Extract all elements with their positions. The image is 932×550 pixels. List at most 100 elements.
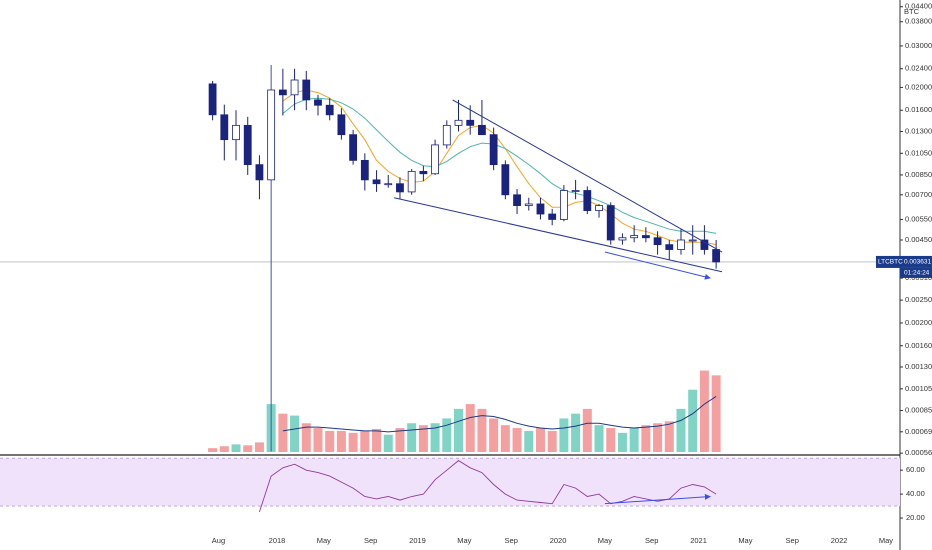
candle-body [677, 239, 685, 250]
candle-body [290, 79, 299, 96]
candle-body [407, 170, 416, 193]
candle-body [372, 179, 381, 185]
y-tick-label: 0.000560 [905, 448, 932, 457]
candle-body [571, 190, 580, 192]
volume-bar [699, 370, 709, 452]
volume-bar [547, 430, 557, 452]
candle-body [419, 170, 428, 175]
x-tick-label: May [457, 536, 471, 545]
volume-bar [524, 430, 534, 452]
candle-body [302, 79, 311, 101]
candle-body [208, 83, 217, 116]
x-tick-label: 2020 [550, 536, 567, 545]
candle-body [243, 124, 252, 166]
volume-bar [231, 444, 241, 452]
axis-unit: BTC [904, 7, 920, 16]
x-tick-label: 2019 [409, 536, 426, 545]
candle-body [349, 134, 358, 161]
x-tick-label: Sep [786, 536, 799, 545]
candle-body [337, 114, 346, 136]
candle-body [384, 183, 393, 186]
volume-bar [395, 428, 405, 452]
volume-bar [208, 448, 218, 452]
rsi-band [0, 458, 900, 507]
volume-bar [617, 432, 627, 452]
x-tick-label: May [317, 536, 331, 545]
volume-bar [711, 375, 721, 452]
volume-bar [629, 428, 639, 452]
volume-bar [664, 421, 674, 452]
candle-body [712, 249, 721, 263]
volume-bar [477, 408, 487, 452]
volume-bar [336, 430, 346, 452]
volume-bar [535, 428, 545, 452]
candle-body [536, 203, 545, 215]
volume-bar [442, 418, 452, 452]
candle-body [442, 124, 451, 146]
x-tick-label: Sep [505, 536, 518, 545]
x-tick-label: 2021 [690, 536, 707, 545]
candle-body [606, 205, 615, 241]
last-price-label: 0.003631 [904, 259, 931, 266]
candle-body [653, 237, 662, 246]
moving-average [282, 97, 717, 234]
candle-body [255, 164, 264, 181]
trendline [393, 197, 723, 273]
volume-bar [243, 445, 253, 452]
volume-bar [594, 425, 604, 452]
candle-body [524, 203, 533, 206]
candle-body [595, 205, 603, 211]
volume-bar [313, 428, 323, 452]
x-tick-label: May [879, 536, 893, 545]
candle-body [501, 164, 510, 196]
trend-arrow [604, 493, 711, 505]
candle-body [396, 183, 404, 193]
x-tick-label: Sep [645, 536, 658, 545]
candle-body [513, 194, 521, 206]
candle-body [360, 159, 369, 181]
candle-body [314, 99, 322, 106]
candle-body [325, 104, 334, 116]
volume-bar [372, 429, 382, 452]
volume-bar [606, 428, 616, 452]
candle-body [548, 213, 557, 220]
candle-body [278, 89, 287, 96]
volume-bar [500, 425, 510, 452]
candle-body [618, 237, 627, 241]
candle-body [641, 235, 650, 239]
candle-body [583, 190, 592, 211]
candle-body [466, 119, 475, 126]
volume-bar [254, 442, 264, 452]
volume-bar [653, 423, 663, 452]
candle-body [232, 124, 240, 141]
x-tick-label: 2022 [831, 536, 848, 545]
symbol-label: LTCBTC [878, 259, 903, 266]
candle-body [630, 235, 639, 239]
volume-bar [489, 418, 499, 452]
volume-bar [418, 425, 428, 452]
candle-body [700, 239, 709, 250]
volume-bar [407, 423, 417, 452]
candle-body [489, 134, 498, 166]
candle-body [688, 239, 697, 242]
volume-ma-line [282, 395, 717, 433]
countdown-label: 01:24:24 [904, 270, 930, 277]
volume-bar [301, 423, 311, 452]
x-tick-label: May [738, 536, 752, 545]
